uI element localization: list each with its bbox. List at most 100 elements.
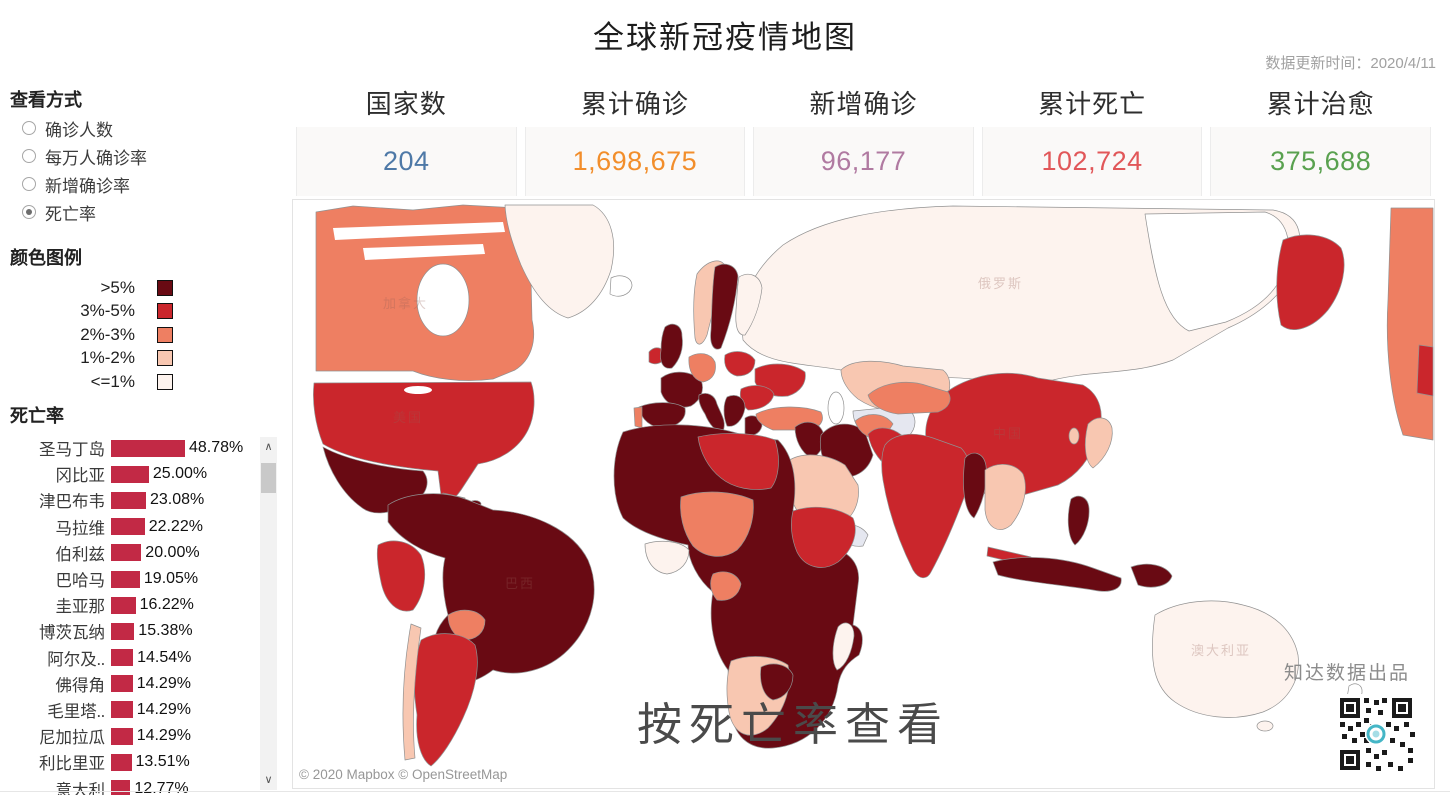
- ranking-bar[interactable]: [111, 518, 145, 536]
- ranking-row[interactable]: 尼加拉瓜 14.29%: [0, 723, 258, 749]
- map-region-italy[interactable]: [698, 393, 725, 432]
- map-region-sahel-belt[interactable]: [680, 491, 754, 557]
- stat-card-value-box: 96,177: [753, 127, 974, 196]
- ranking-bar[interactable]: [111, 439, 185, 457]
- ranking-scrollbar[interactable]: ∧ ∨: [260, 437, 277, 790]
- ranking-row[interactable]: 博茨瓦纳 15.38%: [0, 618, 258, 644]
- map-region-australia[interactable]: [1152, 600, 1299, 718]
- map-region-philippines[interactable]: [1067, 495, 1090, 546]
- ranking-row[interactable]: 毛里塔.. 14.29%: [0, 697, 258, 723]
- map-region-poland[interactable]: [724, 351, 756, 377]
- map-attribution[interactable]: © 2020 Mapbox © OpenStreetMap: [299, 767, 508, 782]
- stat-card-value: 375,688: [1270, 146, 1372, 176]
- ranking-row[interactable]: 巴哈马 19.05%: [0, 566, 258, 592]
- view-mode-option-label: 确诊人数: [45, 120, 113, 140]
- radio-checked-icon[interactable]: [22, 205, 36, 219]
- legend-item-label: 2%-3%: [80, 324, 135, 344]
- map-region-india[interactable]: [881, 433, 971, 579]
- ranking-bar[interactable]: [111, 465, 149, 483]
- view-mode-option[interactable]: 确诊人数: [22, 114, 147, 142]
- map-region-romania[interactable]: [739, 385, 775, 411]
- radio-unchecked-icon[interactable]: [22, 177, 36, 191]
- legend-item: 3%-5%: [0, 300, 200, 324]
- map-region-caspian[interactable]: [827, 391, 845, 425]
- ranking-bar[interactable]: [111, 727, 133, 745]
- ranking-row[interactable]: 伯利兹 20.00%: [0, 540, 258, 566]
- map-region-chile[interactable]: [402, 623, 422, 761]
- ranking-bar[interactable]: [111, 780, 131, 795]
- ranking-row[interactable]: 圣马丁岛 48.78%: [0, 435, 258, 461]
- map-faint-country-label: 俄罗斯: [978, 276, 1023, 291]
- map-region-uk[interactable]: [660, 323, 683, 369]
- radio-unchecked-icon[interactable]: [22, 149, 36, 163]
- ranking-row[interactable]: 圭亚那 16.22%: [0, 592, 258, 618]
- world-map[interactable]: 加拿大 美国 俄罗斯 中国 巴西 澳大利亚 按死亡率查看 知达数据出品 © 2020 Ma…: [292, 199, 1435, 789]
- map-region-wrapped-red-strip[interactable]: [1416, 344, 1434, 397]
- ranking-value: 12.77%: [134, 779, 189, 795]
- map-region-argentina[interactable]: [414, 633, 478, 767]
- map-region-myanmar[interactable]: [963, 452, 987, 519]
- ranking-row[interactable]: 马拉维 22.22%: [0, 514, 258, 540]
- scrollbar-thumb[interactable]: [261, 463, 276, 493]
- map-region-horn-of-africa[interactable]: [791, 506, 856, 568]
- map-region-mongolia[interactable]: [867, 381, 951, 415]
- view-mode-option-label: 死亡率: [45, 204, 96, 224]
- map-region-australia[interactable]: [1256, 720, 1274, 732]
- map-region-papua[interactable]: [1130, 563, 1173, 588]
- ranking-row[interactable]: 意大利 12.77%: [0, 775, 258, 795]
- map-region-west-africa-coast[interactable]: [644, 540, 690, 575]
- map-region-peru[interactable]: [376, 540, 426, 612]
- stat-card-label: 新增确诊: [809, 90, 918, 119]
- legend-item-label: 1%-2%: [80, 348, 135, 368]
- ranking-value: 16.22%: [139, 596, 194, 614]
- ranking-bar[interactable]: [111, 570, 140, 588]
- map-region-alaska[interactable]: [1276, 234, 1345, 330]
- ranking-row[interactable]: 佛得角 14.29%: [0, 671, 258, 697]
- view-mode-radio-group: 确诊人数 每万人确诊率 新增确诊率死亡率: [22, 114, 147, 226]
- map-region-spain[interactable]: [638, 402, 686, 429]
- map-region-bolivia-paraguay[interactable]: [447, 609, 486, 641]
- ranking-bar[interactable]: [111, 753, 132, 771]
- map-region-greenland[interactable]: [504, 204, 614, 319]
- map-region-portugal[interactable]: [633, 406, 643, 429]
- view-mode-option[interactable]: 死亡率: [22, 198, 147, 226]
- ranking-row[interactable]: 阿尔及.. 14.54%: [0, 645, 258, 671]
- ranking-row[interactable]: 利比里亚 13.51%: [0, 749, 258, 775]
- view-mode-option[interactable]: 每万人确诊率: [22, 142, 147, 170]
- map-region-germany[interactable]: [688, 353, 716, 383]
- ranking-bar[interactable]: [111, 596, 136, 614]
- map-region-iraq[interactable]: [794, 421, 824, 459]
- map-region-balkans[interactable]: [723, 395, 746, 427]
- ranking-bar[interactable]: [111, 544, 142, 562]
- color-legend-title: 颜色图例: [10, 248, 82, 268]
- ranking-bar[interactable]: [111, 622, 135, 640]
- map-region-wrapped-canada-strip[interactable]: [1386, 207, 1434, 441]
- ranking-country-name: 尼加拉瓜: [39, 728, 105, 748]
- ranking-bar[interactable]: [111, 675, 133, 693]
- ranking-bar[interactable]: [111, 701, 133, 719]
- view-mode-option[interactable]: 新增确诊率: [22, 170, 147, 198]
- map-region-indonesia[interactable]: [992, 557, 1122, 592]
- ranking-row[interactable]: 津巴布韦 23.08%: [0, 487, 258, 513]
- ranking-bar[interactable]: [111, 491, 146, 509]
- ranking-bar[interactable]: [111, 649, 134, 667]
- map-region-korea[interactable]: [1068, 427, 1080, 445]
- scrollbar-down-icon[interactable]: ∨: [264, 773, 273, 786]
- map-region-libya-egypt[interactable]: [697, 433, 779, 490]
- map-region-botswana-zimbabwe[interactable]: [760, 663, 794, 701]
- ranking-value: 14.29%: [136, 674, 191, 692]
- map-region-russia-fareast[interactable]: [1144, 211, 1289, 332]
- ranking-country-name: 圣马丁岛: [39, 440, 105, 460]
- map-region-finland[interactable]: [735, 274, 763, 336]
- legend-item: <=1%: [0, 370, 200, 394]
- ranking-row[interactable]: 冈比亚 25.00%: [0, 461, 258, 487]
- scrollbar-up-icon[interactable]: ∧: [264, 440, 273, 453]
- map-region-japan[interactable]: [1084, 417, 1113, 469]
- map-region-madagascar[interactable]: [832, 622, 855, 671]
- radio-unchecked-icon[interactable]: [22, 121, 36, 135]
- map-region-congo-gabon[interactable]: [710, 571, 742, 601]
- map-region-thailand-vietnam[interactable]: [984, 464, 1026, 530]
- map-region-iceland[interactable]: [609, 275, 633, 297]
- map-region-sweden[interactable]: [710, 263, 739, 350]
